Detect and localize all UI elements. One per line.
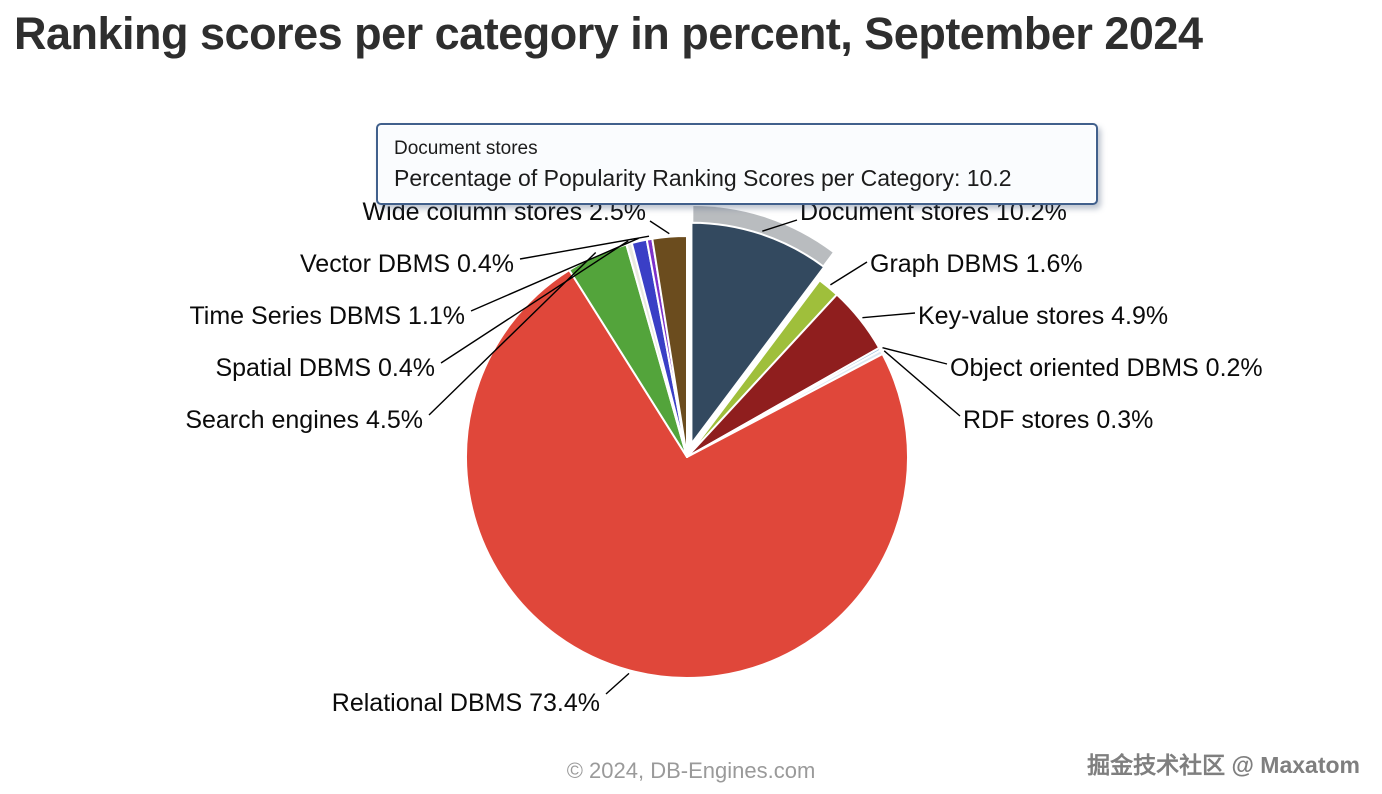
tooltip-category-name: Document stores bbox=[394, 138, 538, 159]
slice-label-graph-dbms: Graph DBMS 1.6% bbox=[870, 250, 1083, 278]
slice-label-time-series-dbms: Time Series DBMS 1.1% bbox=[189, 302, 465, 330]
leader-line-graph-dbms bbox=[830, 261, 868, 286]
slice-label-vector-dbms: Vector DBMS 0.4% bbox=[300, 250, 514, 278]
chart-tooltip: Document stores Percentage of Popularity… bbox=[376, 123, 1098, 205]
pie-slice-relational-dbms[interactable] bbox=[465, 268, 909, 679]
leader-line-key-value-stores bbox=[862, 312, 916, 319]
leader-line-object-oriented-dbms bbox=[882, 347, 948, 365]
leader-line-relational-dbms bbox=[605, 672, 630, 695]
tooltip-detail-text: Percentage of Popularity Ranking Scores … bbox=[394, 165, 1012, 191]
slice-label-relational-dbms: Relational DBMS 73.4% bbox=[331, 689, 600, 717]
pie-slice-document-stores[interactable] bbox=[690, 221, 826, 445]
slice-label-object-oriented-dbms: Object oriented DBMS 0.2% bbox=[950, 354, 1263, 382]
slice-label-rdf-stores: RDF stores 0.3% bbox=[963, 406, 1154, 434]
chart-title: Ranking scores per category in percent, … bbox=[14, 8, 1203, 59]
slice-label-search-engines: Search engines 4.5% bbox=[185, 406, 423, 434]
leader-line-time-series-dbms bbox=[470, 237, 639, 312]
leader-line-rdf-stores bbox=[883, 350, 961, 417]
leader-line-spatial-dbms bbox=[440, 240, 629, 364]
slice-label-spatial-dbms: Spatial DBMS 0.4% bbox=[215, 354, 435, 382]
slice-label-key-value-stores: Key-value stores 4.9% bbox=[918, 302, 1169, 330]
leader-line-vector-dbms bbox=[519, 235, 650, 260]
watermark-text: 掘金技术社区 @ Maxatom bbox=[1087, 752, 1360, 778]
copyright-footer: © 2024, DB-Engines.com bbox=[566, 758, 816, 783]
leader-line-wide-column-stores bbox=[649, 220, 670, 235]
pie-slice-wide-column-stores[interactable] bbox=[651, 235, 688, 458]
leader-line-document-stores bbox=[762, 219, 798, 232]
